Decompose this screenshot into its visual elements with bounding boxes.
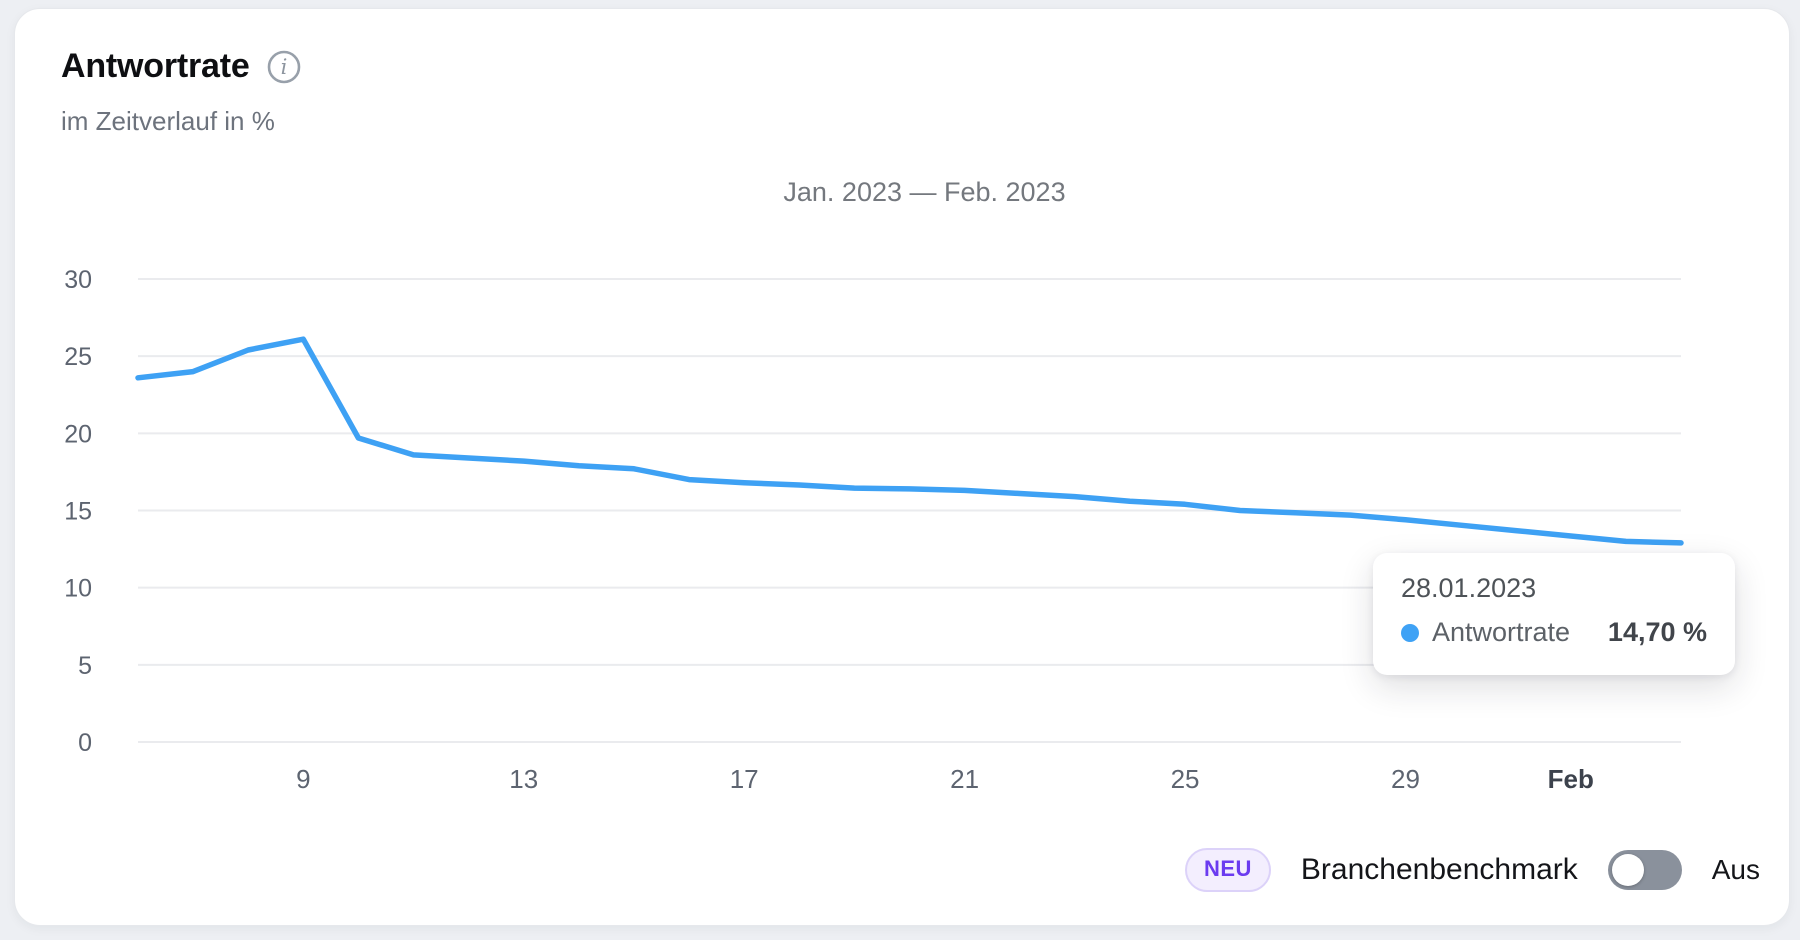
neu-badge: NEU [1184, 848, 1271, 892]
benchmark-controls: NEU Branchenbenchmark Aus [1184, 846, 1760, 894]
page-title: Antwortrate [61, 47, 250, 85]
x-tick-label: Feb [1548, 764, 1594, 794]
y-tick-label: 5 [78, 652, 92, 680]
y-tick-label: 10 [64, 575, 92, 603]
info-icon[interactable]: i [266, 49, 302, 85]
y-tick-label: 20 [64, 420, 92, 448]
benchmark-label: Branchenbenchmark [1300, 853, 1578, 886]
tooltip-date: 28.01.2023 [1401, 573, 1537, 603]
tooltip-row: Antwortrate 14,70 % [1401, 617, 1707, 648]
antwortrate-card: Antwortrate i im Zeitverlauf in % Jan. 2… [14, 8, 1790, 926]
chart-subtitle: im Zeitverlauf in % [61, 106, 275, 136]
x-tick-label: 25 [1171, 764, 1200, 794]
toggle-state-label: Aus [1711, 854, 1760, 885]
toggle-knob-icon [1611, 854, 1644, 886]
series-color-dot-icon [1401, 623, 1419, 642]
x-tick-label: 9 [296, 764, 310, 794]
x-tick-label: 13 [509, 764, 538, 794]
x-tick-label: 21 [950, 764, 979, 794]
svg-text:i: i [280, 55, 287, 79]
tooltip-value: 14,70 % [1607, 617, 1707, 647]
y-tick-label: 15 [64, 498, 92, 526]
date-range-label: Jan. 2023 — Feb. 2023 [783, 177, 1066, 207]
card-header: Antwortrate i [61, 47, 302, 86]
y-tick-label: 25 [64, 343, 92, 371]
y-tick-label: 0 [78, 729, 92, 757]
chart-tooltip: 28.01.2023 Antwortrate 14,70 % [1373, 553, 1735, 675]
tooltip-series-label: Antwortrate [1432, 617, 1571, 647]
response-rate-line [135, 336, 1684, 546]
benchmark-toggle[interactable] [1607, 850, 1682, 890]
y-tick-label: 30 [64, 266, 92, 294]
x-tick-label: 17 [730, 764, 759, 794]
x-tick-label: 29 [1391, 764, 1420, 794]
